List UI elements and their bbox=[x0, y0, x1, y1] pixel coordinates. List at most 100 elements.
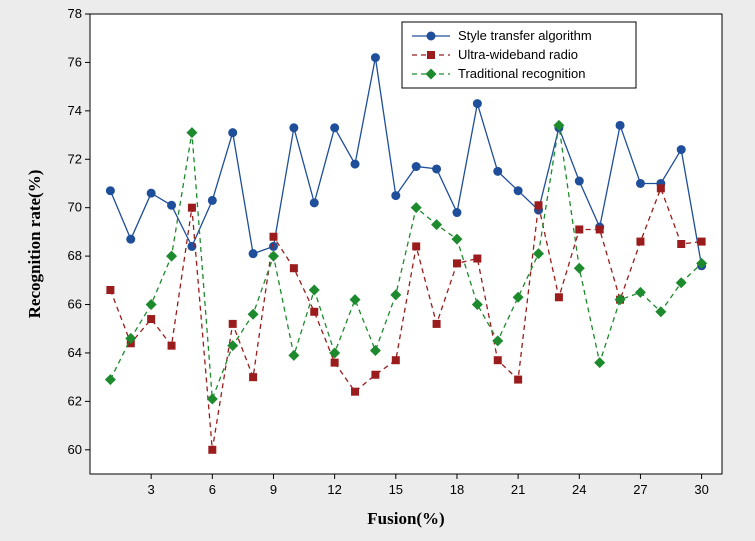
legend-marker bbox=[427, 51, 435, 59]
series-3-point bbox=[125, 332, 137, 344]
series-3-point bbox=[512, 291, 524, 303]
series-1-point bbox=[330, 123, 340, 133]
legend-label: Style transfer algorithm bbox=[458, 28, 592, 43]
series-1-point bbox=[513, 186, 523, 196]
x-tick-label: 15 bbox=[389, 482, 403, 497]
series-2-point bbox=[228, 319, 237, 328]
series-3-point bbox=[553, 119, 565, 131]
x-tick-label: 21 bbox=[511, 482, 525, 497]
y-tick-label: 66 bbox=[68, 297, 82, 312]
series-3-point bbox=[696, 257, 708, 269]
series-1-point bbox=[167, 200, 177, 210]
legend-label: Traditional recognition bbox=[458, 66, 585, 81]
series-3-point bbox=[390, 289, 402, 301]
series-1-point bbox=[676, 145, 686, 155]
series-2-point bbox=[473, 254, 482, 263]
series-1-point bbox=[146, 188, 156, 198]
series-2-point bbox=[351, 387, 360, 396]
y-tick-label: 70 bbox=[68, 200, 82, 215]
y-tick-label: 78 bbox=[68, 6, 82, 21]
series-3-point bbox=[288, 349, 300, 361]
x-tick-label: 3 bbox=[148, 482, 155, 497]
y-tick-label: 60 bbox=[68, 442, 82, 457]
series-3-point bbox=[573, 262, 585, 274]
y-tick-label: 72 bbox=[68, 151, 82, 166]
series-3-point bbox=[227, 340, 239, 352]
series-3-point bbox=[267, 250, 279, 262]
series-2-point bbox=[106, 286, 115, 294]
series-2-line bbox=[109, 186, 702, 450]
series-1-point bbox=[635, 178, 645, 188]
series-2-point bbox=[452, 259, 461, 268]
series-2-point bbox=[697, 237, 706, 246]
series-2-point bbox=[391, 356, 400, 365]
series-1-point bbox=[187, 241, 197, 251]
series-2-point bbox=[289, 264, 298, 273]
legend-items: Style transfer algorithm Ultra-wideband r… bbox=[412, 28, 592, 81]
series-2-point bbox=[656, 184, 665, 193]
x-axis-title: Fusion(%) bbox=[367, 509, 444, 528]
legend: Style transfer algorithm Ultra-wideband r… bbox=[401, 21, 637, 89]
series-3-point bbox=[634, 286, 646, 298]
series-1-point bbox=[228, 128, 238, 138]
series-1-line bbox=[109, 57, 703, 266]
legend-marker bbox=[425, 68, 437, 80]
legend-label: Ultra-wideband radio bbox=[458, 47, 578, 62]
series-2-point bbox=[432, 319, 441, 328]
series-2-point bbox=[412, 242, 421, 251]
series-2-point bbox=[249, 373, 258, 382]
x-tick-label: 6 bbox=[209, 482, 216, 497]
series-3-point bbox=[594, 357, 606, 369]
series-1-point bbox=[615, 120, 625, 130]
series-2-point bbox=[534, 201, 543, 210]
series-3-point bbox=[104, 374, 116, 386]
x-tick-label: 18 bbox=[450, 482, 464, 497]
series-layer bbox=[104, 53, 708, 454]
series-3-point bbox=[166, 250, 178, 262]
series-2-point bbox=[187, 203, 196, 212]
series-2-point bbox=[208, 445, 217, 454]
series-2-point bbox=[636, 237, 645, 246]
series-2-point bbox=[167, 341, 176, 350]
y-tick-label: 62 bbox=[68, 393, 82, 408]
x-tick-label: 12 bbox=[327, 482, 341, 497]
series-1-point bbox=[248, 249, 258, 259]
x-tick-label: 27 bbox=[633, 482, 647, 497]
series-1-point bbox=[411, 162, 421, 172]
series-3-point bbox=[675, 277, 687, 289]
series-1-point bbox=[391, 191, 401, 201]
x-axis: 3 6 9 12 15 18 21 24 27 30 bbox=[148, 474, 709, 497]
series-3-point bbox=[533, 248, 545, 260]
x-tick-label: 30 bbox=[694, 482, 708, 497]
series-1-point bbox=[268, 241, 278, 251]
series-3-point bbox=[247, 308, 259, 320]
series-3-point bbox=[471, 299, 483, 311]
series-2-point bbox=[493, 356, 502, 365]
series-2-point bbox=[677, 240, 686, 248]
series-3-point bbox=[186, 127, 198, 139]
series-3-point bbox=[349, 294, 361, 306]
series-2-point bbox=[310, 307, 319, 316]
y-tick-label: 64 bbox=[68, 345, 82, 360]
y-tick-label: 74 bbox=[68, 103, 82, 118]
x-tick-label: 9 bbox=[270, 482, 277, 497]
series-1-point bbox=[493, 166, 503, 176]
x-tick-label: 24 bbox=[572, 482, 586, 497]
series-1-point bbox=[309, 198, 319, 208]
y-tick-label: 76 bbox=[68, 54, 82, 69]
y-axis-title: Recognition rate(%) bbox=[25, 170, 44, 319]
series-3-point bbox=[206, 393, 218, 405]
series-3-point bbox=[451, 233, 463, 245]
series-1-point bbox=[452, 208, 462, 218]
series-1-point bbox=[472, 99, 482, 109]
series-1-point bbox=[289, 123, 299, 133]
series-2-point bbox=[147, 315, 156, 324]
series-2-point bbox=[514, 375, 523, 384]
series-1-point bbox=[370, 53, 380, 63]
series-1-point bbox=[105, 186, 115, 196]
y-tick-label: 68 bbox=[68, 248, 82, 263]
series-3-point bbox=[614, 294, 626, 306]
series-3-point bbox=[308, 284, 320, 296]
series-2-point bbox=[371, 370, 380, 379]
